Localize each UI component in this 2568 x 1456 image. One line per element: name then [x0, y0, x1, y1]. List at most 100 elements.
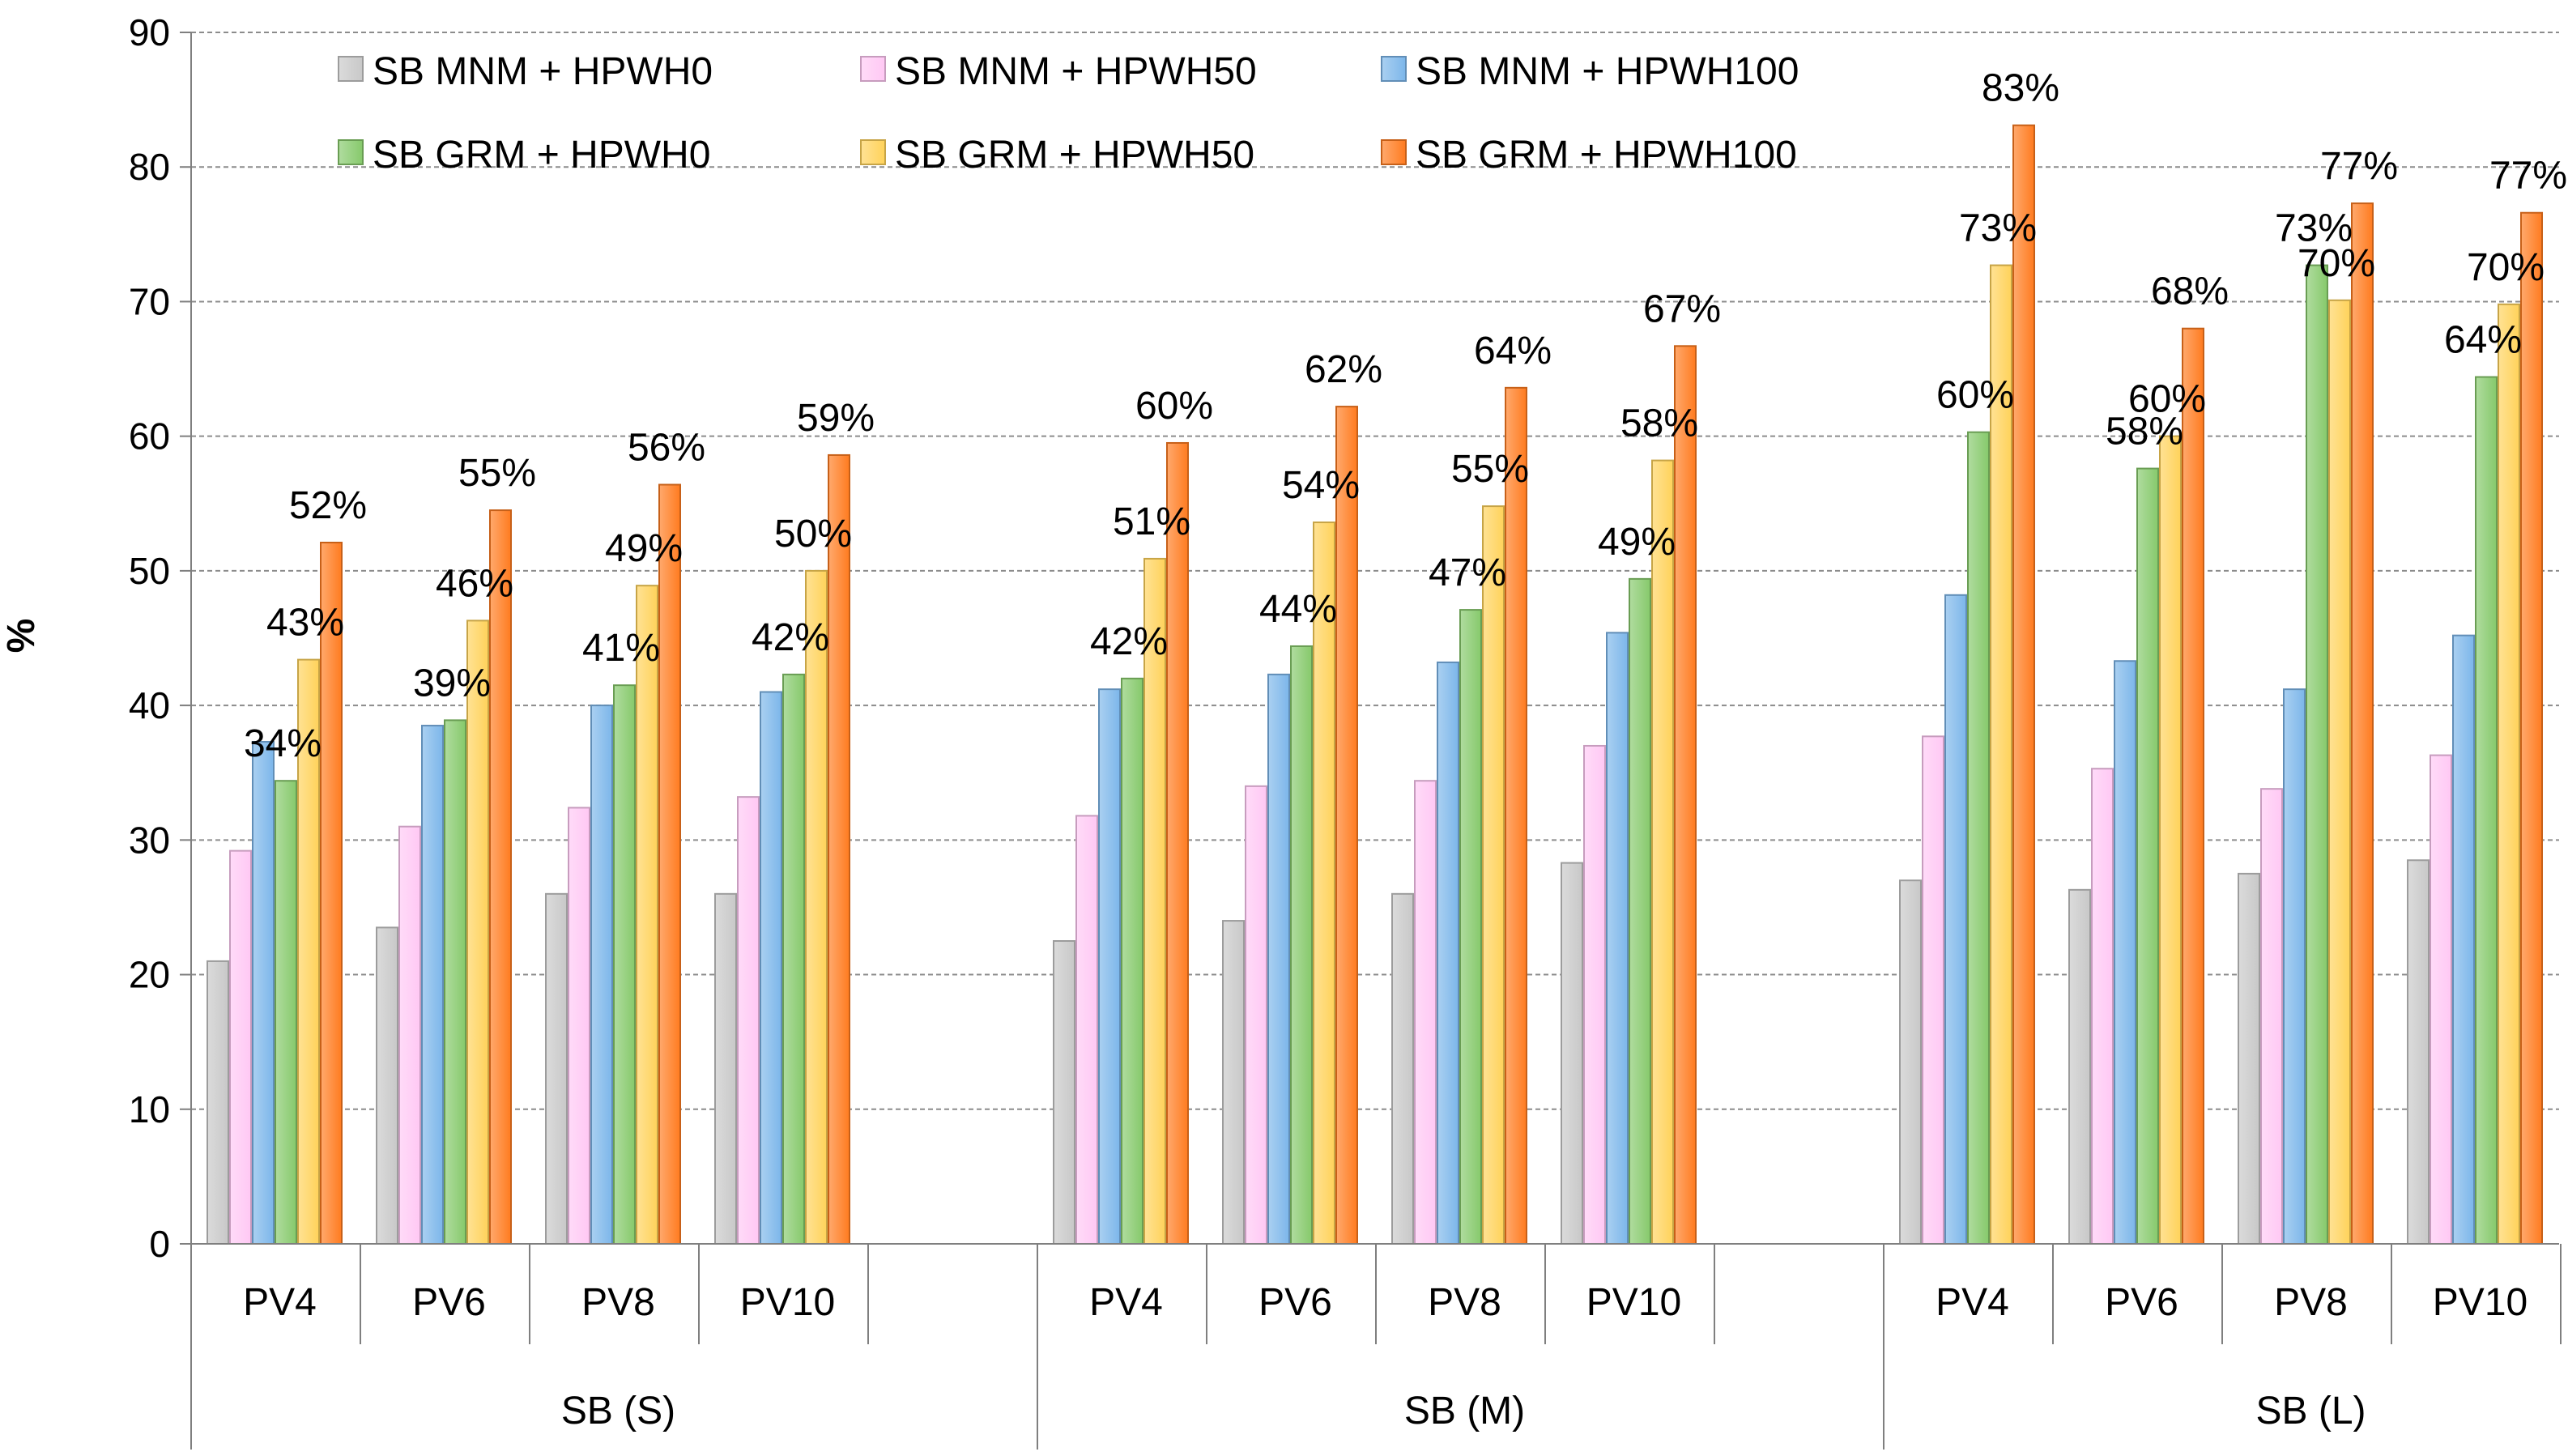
y-tick-label: 50: [129, 550, 170, 592]
x-group-label: SB (S): [561, 1390, 675, 1433]
data-label: 54%: [1282, 464, 1360, 507]
y-tick-label: 30: [129, 819, 170, 861]
legend-label: SB MNM + HPWH50: [895, 50, 1257, 93]
data-label: 44%: [1259, 588, 1337, 631]
bar: [275, 780, 297, 1245]
bar: [2475, 376, 2498, 1245]
data-label: 67%: [1643, 287, 1721, 330]
bar: [568, 807, 590, 1245]
bar: [1290, 645, 1313, 1245]
data-label: 42%: [1090, 620, 1168, 663]
bar: [737, 796, 760, 1245]
bar: [297, 658, 320, 1245]
y-tick-label: 0: [149, 1223, 170, 1265]
bar: [782, 673, 805, 1245]
bar: [2328, 299, 2351, 1245]
bar: [1313, 522, 1335, 1245]
x-category-label: PV4: [243, 1281, 317, 1324]
bar: [1166, 441, 1189, 1245]
bar: [1245, 785, 1267, 1245]
y-axis-title: %: [0, 619, 43, 653]
data-label: 50%: [774, 513, 852, 556]
bar: [2091, 768, 2114, 1245]
legend-swatch: [338, 56, 364, 82]
data-label: 43%: [266, 602, 344, 645]
data-label: 62%: [1305, 348, 1382, 391]
bar: [207, 960, 229, 1245]
x-category-label: PV6: [2105, 1281, 2178, 1324]
data-label: 52%: [289, 484, 367, 527]
data-label: 64%: [1474, 330, 1552, 373]
x-category-label: PV6: [1258, 1281, 1332, 1324]
data-label: 73%: [2275, 207, 2353, 250]
bar: [444, 719, 466, 1245]
x-category-label: PV10: [2433, 1281, 2528, 1324]
bar: [1267, 673, 1290, 1245]
data-labels: 34% 43% 52% 39% 46% 55% 41% 49% 56% 42% 50% 59% 42% 5…: [244, 67, 2567, 766]
bar: [1922, 735, 1944, 1245]
bar: [2430, 754, 2452, 1245]
bar: [320, 541, 343, 1245]
bar: [2498, 303, 2520, 1245]
bar: [828, 453, 850, 1245]
bar: [1391, 892, 1414, 1245]
bar: [1335, 406, 1358, 1245]
legend-swatch: [1381, 139, 1407, 165]
bar: [1459, 609, 1482, 1245]
data-label: 58%: [1620, 402, 1698, 445]
data-label: 60%: [1135, 385, 1213, 428]
bar: [1121, 677, 1143, 1245]
data-label: 41%: [582, 627, 660, 670]
x-category-label: PV4: [1089, 1281, 1163, 1324]
bar: [2351, 202, 2374, 1245]
bar: [2452, 634, 2475, 1245]
data-label: 59%: [797, 397, 875, 440]
y-tick-label: 80: [129, 146, 170, 188]
bar: [1561, 862, 1583, 1245]
bar: [1053, 940, 1075, 1245]
data-label: 58%: [2106, 411, 2183, 453]
data-label: 77%: [2320, 145, 2398, 188]
legend: SB MNM + HPWH0 SB MNM + HPWH50 SB MNM + HP…: [338, 50, 1799, 177]
data-label: 56%: [628, 427, 705, 470]
bar: [658, 483, 681, 1245]
data-label: 55%: [1451, 448, 1529, 491]
bar: [590, 705, 613, 1245]
data-label: 60%: [2128, 378, 2206, 421]
data-label: 49%: [1598, 521, 1676, 564]
data-label: 47%: [1429, 551, 1506, 594]
y-tick-label: 60: [129, 415, 170, 458]
bar: [613, 684, 636, 1245]
data-label: 83%: [1982, 67, 2059, 110]
data-label: 39%: [413, 662, 491, 705]
x-category-label: PV8: [2274, 1281, 2348, 1324]
bars: [207, 124, 2543, 1245]
bar: [2114, 660, 2136, 1245]
data-label: 70%: [2467, 246, 2545, 289]
bar: [2260, 788, 2283, 1245]
bar: [376, 926, 398, 1245]
bar: [1098, 688, 1121, 1245]
x-category-label: PV8: [1428, 1281, 1501, 1324]
bar: [1629, 577, 1651, 1245]
bar: [229, 849, 252, 1245]
bar: [2159, 435, 2182, 1245]
legend-label: SB MNM + HPWH100: [1416, 50, 1799, 93]
x-category-label: PV4: [1936, 1281, 2009, 1324]
bar: [1606, 632, 1629, 1245]
bar: [1967, 431, 1990, 1245]
y-tick-label: 70: [129, 280, 170, 322]
legend-label: SB GRM + HPWH100: [1416, 134, 1797, 177]
data-label: 34%: [244, 722, 322, 765]
y-tick-label: 10: [129, 1088, 170, 1130]
y-tick-label: 40: [129, 684, 170, 726]
bar: [421, 725, 444, 1245]
bar: [545, 892, 568, 1245]
data-label: 49%: [605, 527, 683, 570]
data-label: 64%: [2444, 319, 2522, 362]
bar: [489, 509, 512, 1245]
bar: [398, 825, 421, 1245]
data-label: 46%: [436, 562, 513, 605]
bar: [760, 691, 782, 1245]
